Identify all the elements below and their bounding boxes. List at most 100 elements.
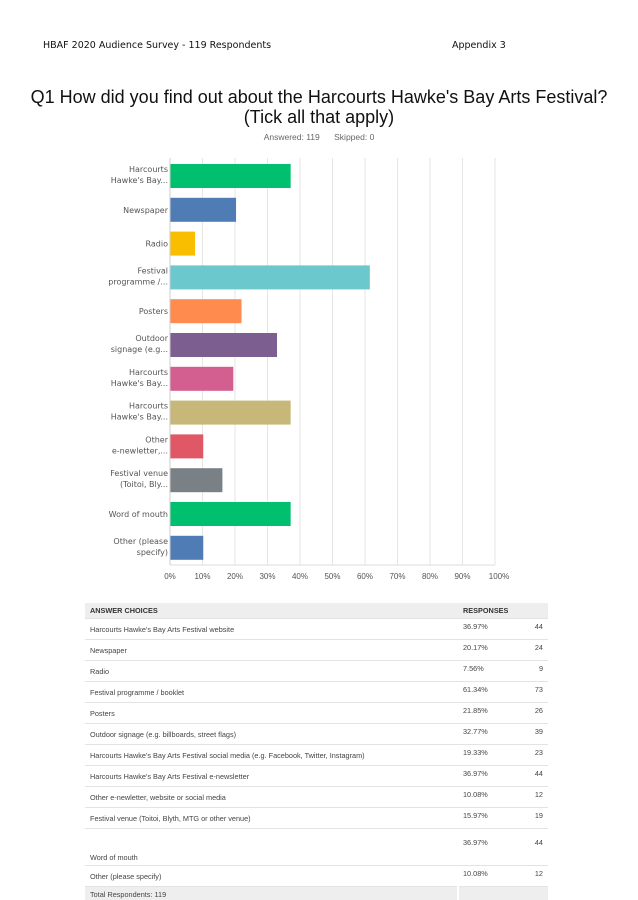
bar xyxy=(170,164,291,188)
x-tick-label: 100% xyxy=(489,572,509,581)
cell-choice: Festival venue (Toitoi, Blyth, MTG or ot… xyxy=(85,807,458,829)
cell-choice: Harcourts Hawke's Bay Arts Festival e-ne… xyxy=(85,765,458,787)
cell-choice: Outdoor signage (e.g. billboards, street… xyxy=(85,723,458,745)
x-tick-label: 10% xyxy=(194,572,210,581)
cell-count: 44 xyxy=(526,765,548,787)
cell-percent: 10.08% xyxy=(458,786,526,808)
cell-percent: 7.56% xyxy=(458,660,526,682)
x-tick-label: 70% xyxy=(389,572,405,581)
table-row: Word of mouth 36.97% 44 xyxy=(85,828,548,866)
cell-count: 44 xyxy=(526,828,548,866)
question-title: Q1 How did you find out about the Harcou… xyxy=(0,87,638,127)
total-empty-cell xyxy=(457,886,548,900)
document-header-right: Appendix 3 xyxy=(452,40,506,51)
cell-count: 26 xyxy=(526,702,548,724)
table-row: Other (please specify) 10.08% 12 xyxy=(85,865,548,887)
skipped-count: Skipped: 0 xyxy=(334,132,375,142)
cell-count: 19 xyxy=(526,807,548,829)
table-row: Harcourts Hawke's Bay Arts Festival e-ne… xyxy=(85,765,548,787)
responses-table: ANSWER CHOICES RESPONSES Harcourts Hawke… xyxy=(85,603,548,900)
cell-percent: 10.08% xyxy=(458,865,526,887)
cell-choice: Word of mouth xyxy=(85,828,458,866)
x-tick-label: 20% xyxy=(227,572,243,581)
table-row: Outdoor signage (e.g. billboards, street… xyxy=(85,723,548,745)
header-responses: RESPONSES xyxy=(458,603,548,619)
category-label: Newspaper xyxy=(123,206,169,215)
category-label: e-newletter,... xyxy=(112,446,168,455)
cell-percent: 36.97% xyxy=(458,618,526,640)
question-title-line1: Q1 How did you find out about the Harcou… xyxy=(30,87,608,107)
cell-percent: 19.33% xyxy=(458,744,526,766)
category-label: Harcourts xyxy=(129,165,168,174)
category-label: Outdoor xyxy=(135,334,168,343)
bar xyxy=(170,434,204,459)
cell-choice: Newspaper xyxy=(85,639,458,661)
bar xyxy=(170,468,223,493)
x-tick-label: 40% xyxy=(292,572,308,581)
cell-percent: 20.17% xyxy=(458,639,526,661)
table-row: Harcourts Hawke's Bay Arts Festival soci… xyxy=(85,744,548,766)
bar xyxy=(170,535,204,560)
cell-count: 73 xyxy=(526,681,548,703)
cell-choice: Other (please specify) xyxy=(85,865,458,887)
category-label: programme /... xyxy=(108,277,168,286)
table-header-row: ANSWER CHOICES RESPONSES xyxy=(85,603,548,619)
category-label: Word of mouth xyxy=(109,510,168,519)
cell-percent: 15.97% xyxy=(458,807,526,829)
category-label: Harcourts xyxy=(129,402,168,411)
cell-percent: 36.97% xyxy=(458,828,526,866)
table-row: Newspaper 20.17% 24 xyxy=(85,639,548,661)
total-respondents: Total Respondents: 119 xyxy=(85,886,458,900)
response-stats: Answered: 119 Skipped: 0 xyxy=(0,132,638,142)
cell-count: 39 xyxy=(526,723,548,745)
bar xyxy=(170,502,291,526)
cell-count: 24 xyxy=(526,639,548,661)
bar xyxy=(170,400,291,425)
table-row: Radio 7.56% 9 xyxy=(85,660,548,682)
category-label: Other (please xyxy=(113,537,168,546)
category-label: Radio xyxy=(146,240,169,249)
cell-percent: 21.85% xyxy=(458,702,526,724)
bar xyxy=(170,299,242,324)
category-label: Festival venue xyxy=(110,469,168,478)
answered-count: Answered: 119 xyxy=(263,132,320,142)
cell-percent: 61.34% xyxy=(458,681,526,703)
bar xyxy=(170,231,196,256)
cell-choice: Harcourts Hawke's Bay Arts Festival soci… xyxy=(85,744,458,766)
cell-percent: 32.77% xyxy=(458,723,526,745)
x-tick-label: 90% xyxy=(454,572,470,581)
category-label: Posters xyxy=(139,307,168,316)
x-tick-label: 50% xyxy=(324,572,340,581)
table-row: Harcourts Hawke's Bay Arts Festival webs… xyxy=(85,618,548,640)
bar xyxy=(170,197,237,222)
x-tick-label: 60% xyxy=(357,572,373,581)
cell-choice: Other e-newletter, website or social med… xyxy=(85,786,458,808)
category-label: Harcourts xyxy=(129,368,168,377)
table-row: Festival programme / booklet 61.34% 73 xyxy=(85,681,548,703)
cell-count: 12 xyxy=(526,865,548,887)
category-label: (Toitoi, Bly... xyxy=(120,480,168,489)
category-label: Hawke's Bay... xyxy=(111,176,168,185)
bar xyxy=(170,265,370,290)
question-title-line2: (Tick all that apply) xyxy=(243,107,395,127)
cell-count: 12 xyxy=(526,786,548,808)
table-row: Posters 21.85% 26 xyxy=(85,702,548,724)
cell-percent: 36.97% xyxy=(458,765,526,787)
header-answer-choices: ANSWER CHOICES xyxy=(85,603,458,619)
cell-choice: Posters xyxy=(85,702,458,724)
document-header-left: HBAF 2020 Audience Survey - 119 Responde… xyxy=(43,40,272,51)
category-label: Hawke's Bay... xyxy=(111,379,168,388)
table-row: Other e-newletter, website or social med… xyxy=(85,786,548,808)
cell-choice: Harcourts Hawke's Bay Arts Festival webs… xyxy=(85,618,458,640)
category-label: Festival xyxy=(138,266,168,275)
total-row: Total Respondents: 119 xyxy=(85,886,548,900)
cell-count: 44 xyxy=(526,618,548,640)
bar-chart: 0% 10% 20% 30% 40% 50% 60% 70% 80% 90% 100% Harcour… xyxy=(108,158,509,581)
cell-count: 9 xyxy=(526,660,548,682)
category-label: signage (e.g... xyxy=(111,345,168,354)
x-tick-label: 0% xyxy=(164,572,176,581)
x-tick-label: 80% xyxy=(422,572,438,581)
bar xyxy=(170,333,278,357)
bar xyxy=(170,366,234,391)
